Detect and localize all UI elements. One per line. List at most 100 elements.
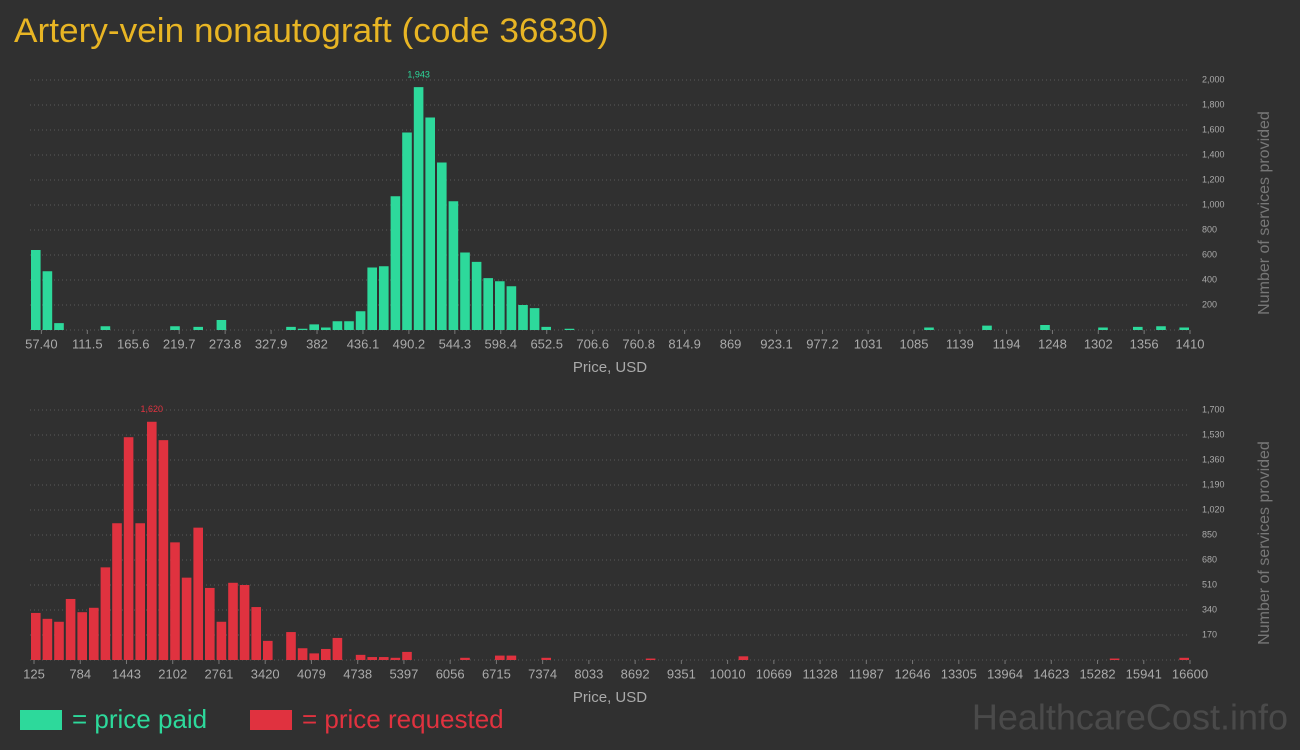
bar <box>332 321 343 330</box>
bar <box>42 618 53 660</box>
bar <box>355 654 366 660</box>
x-tick-label: 13305 <box>941 666 977 681</box>
y-tick-label: 1,400 <box>1202 149 1225 159</box>
y-tick-label: 680 <box>1202 554 1217 564</box>
x-tick-label: 6715 <box>482 666 511 681</box>
y-tick-label: 1,000 <box>1202 199 1225 209</box>
y-tick-label: 2,000 <box>1202 74 1225 84</box>
x-tick-label: 544.3 <box>439 336 472 351</box>
x-tick-label: 5397 <box>389 666 418 681</box>
bar <box>390 196 401 330</box>
x-tick-label: 9351 <box>667 666 696 681</box>
bar <box>1179 657 1189 660</box>
bar <box>205 587 215 660</box>
bar <box>286 326 296 330</box>
bar <box>413 87 424 330</box>
bar <box>309 653 319 660</box>
page-title: Artery-vein nonautograft (code 36830) <box>14 12 609 50</box>
y-tick-label: 170 <box>1202 629 1217 639</box>
bar <box>495 655 505 660</box>
y-tick-label: 1,020 <box>1202 504 1225 514</box>
value-label: 1,620 <box>141 404 164 414</box>
x-tick-label: 490.2 <box>393 336 426 351</box>
x-tick-label: 327.9 <box>255 336 288 351</box>
x-tick-label: 10010 <box>710 666 746 681</box>
x-tick-label: 923.1 <box>760 336 793 351</box>
y-tick-label: 600 <box>1202 249 1217 259</box>
bar <box>239 585 250 660</box>
x-tick-label: 706.6 <box>576 336 609 351</box>
bar <box>89 607 99 660</box>
bar <box>321 327 331 330</box>
bar <box>1040 325 1050 330</box>
x-tick-label: 4079 <box>297 666 326 681</box>
y-tick-label: 800 <box>1202 224 1217 234</box>
bar <box>54 621 64 660</box>
y-tick-label: 1,530 <box>1202 429 1225 439</box>
x-tick-label: 16600 <box>1172 666 1208 681</box>
bar <box>483 278 493 330</box>
bar <box>158 440 169 660</box>
x-tick-label: 4738 <box>343 666 372 681</box>
bar <box>367 267 377 330</box>
bar <box>506 655 517 660</box>
x-tick-label: 1410 <box>1176 336 1205 351</box>
bar <box>170 542 180 660</box>
bar <box>506 286 517 330</box>
x-tick-label: 1356 <box>1130 336 1159 351</box>
x-tick-label: 11987 <box>849 666 884 681</box>
y-tick-label: 1,700 <box>1202 404 1225 414</box>
bar <box>645 658 656 660</box>
x-tick-label: 125 <box>23 666 45 681</box>
bar <box>344 321 354 330</box>
bar <box>495 281 505 330</box>
bar <box>42 271 53 330</box>
legend-label: = price paid <box>72 704 207 734</box>
bar <box>228 582 238 660</box>
bar <box>437 162 447 330</box>
x-tick-label: 273.8 <box>209 336 242 351</box>
bar <box>390 657 401 660</box>
bar <box>181 577 192 660</box>
x-tick-label: 869 <box>720 336 742 351</box>
x-tick-label: 1139 <box>946 336 974 351</box>
bar <box>471 261 482 330</box>
bar <box>448 201 459 330</box>
x-tick-label: 57.40 <box>25 336 58 351</box>
y-tick-label: 1,800 <box>1202 99 1225 109</box>
x-tick-label: 111.5 <box>72 336 103 351</box>
bar <box>564 328 575 330</box>
bar <box>31 612 41 660</box>
bar <box>100 567 111 660</box>
bar <box>123 437 134 660</box>
bar <box>100 326 111 330</box>
x-tick-label: 598.4 <box>485 336 518 351</box>
bar <box>924 327 934 330</box>
bar <box>251 607 261 660</box>
x-tick-label: 6056 <box>436 666 465 681</box>
y-tick-label: 1,600 <box>1202 124 1225 134</box>
bar <box>402 651 412 660</box>
bar <box>379 657 389 660</box>
bar <box>355 311 366 330</box>
bar <box>1133 326 1143 330</box>
bar <box>286 632 296 660</box>
x-tick-label: 8033 <box>574 666 603 681</box>
bar <box>1098 327 1108 330</box>
y-tick-label: 340 <box>1202 604 1217 614</box>
x-tick-label: 219.7 <box>163 336 196 351</box>
x-tick-label: 12646 <box>894 666 930 681</box>
x-tick-label: 1031 <box>854 336 883 351</box>
legend-swatch <box>250 710 292 730</box>
x-tick-label: 760.8 <box>622 336 655 351</box>
x-tick-label: 11328 <box>802 666 837 681</box>
bar <box>321 648 331 660</box>
bar <box>193 527 203 660</box>
bar <box>170 326 180 330</box>
y-axis-title: Number of services provided <box>1256 441 1273 645</box>
x-tick-label: 652.5 <box>530 336 563 351</box>
bar <box>1179 327 1189 330</box>
x-tick-label: 8692 <box>621 666 650 681</box>
x-tick-label: 2102 <box>158 666 187 681</box>
